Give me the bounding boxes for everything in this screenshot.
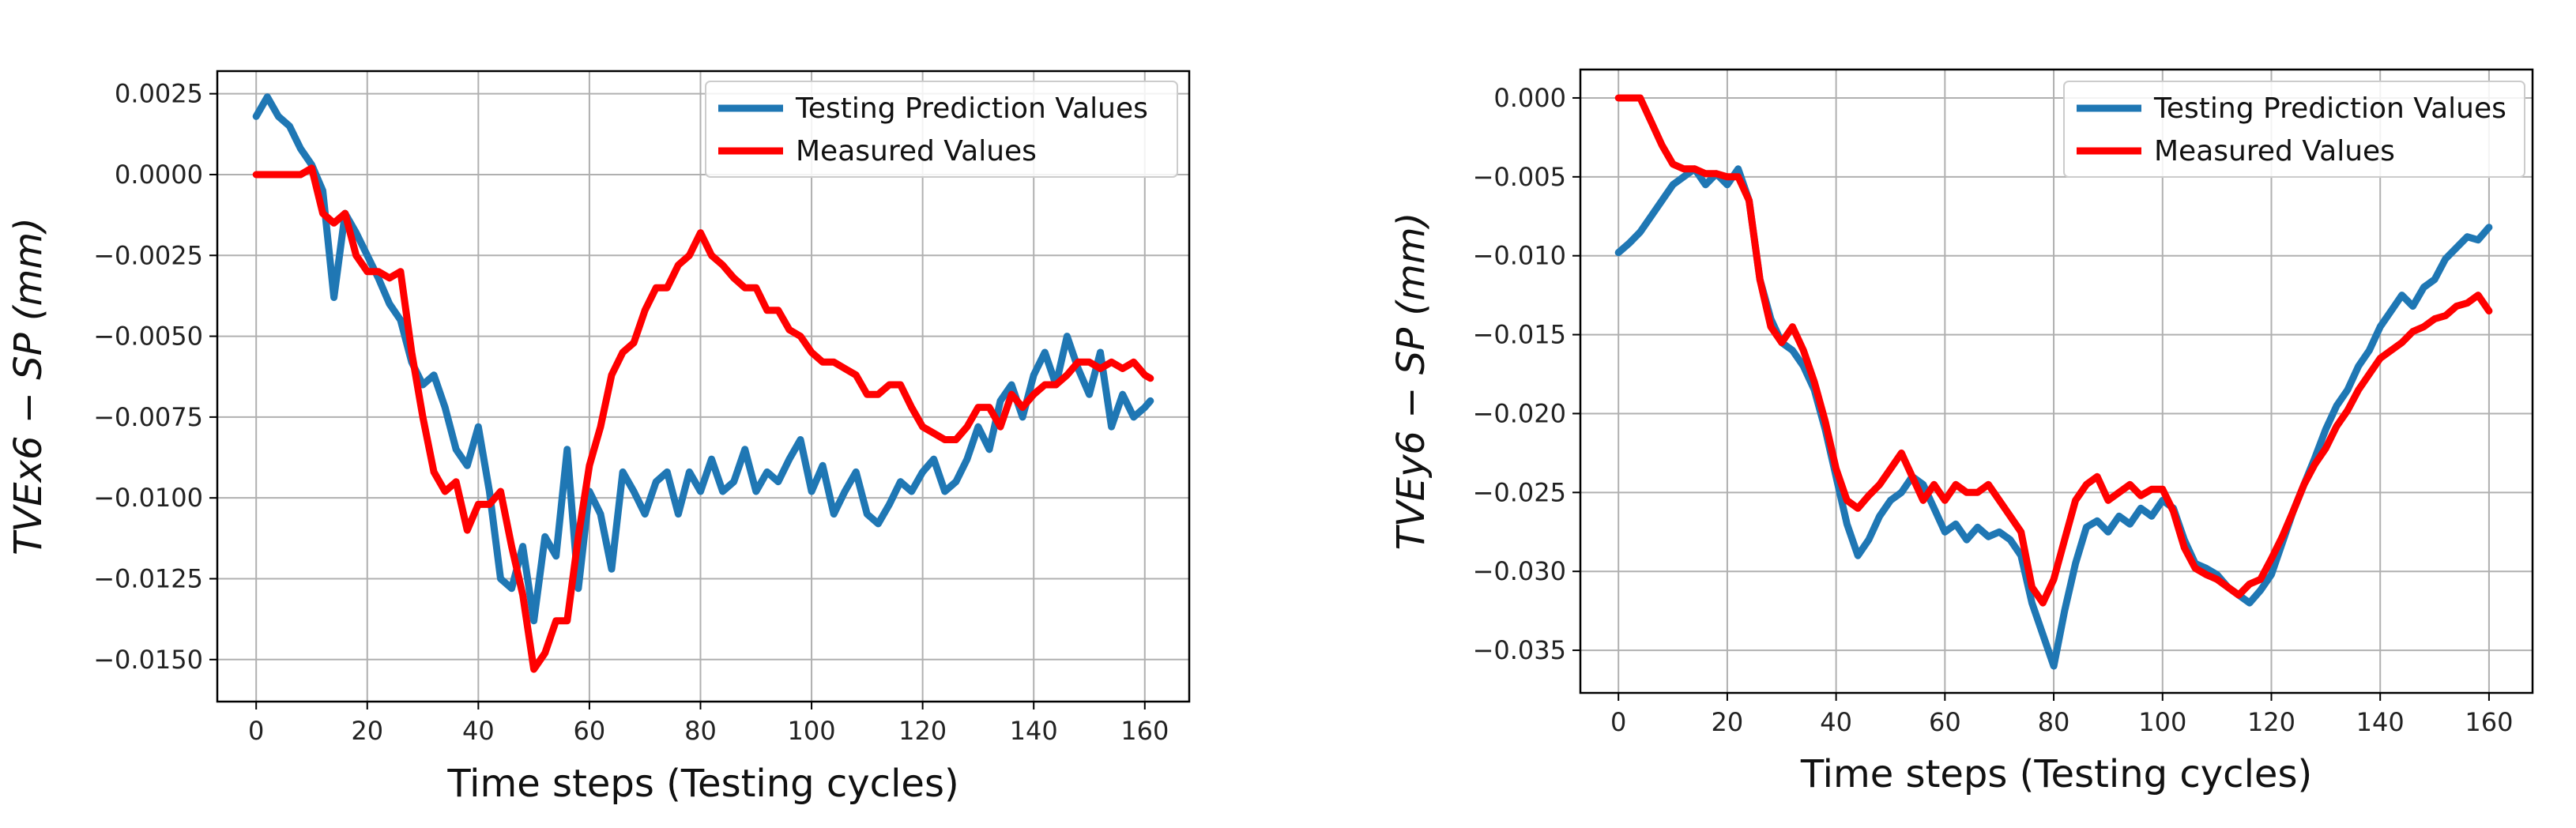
x-tick-label: 20 — [351, 716, 383, 746]
series-line-measured — [252, 164, 1154, 673]
y-tick-label: 0.0000 — [115, 160, 203, 190]
y-axis-label: TVEx6 − SP (mm) — [6, 217, 51, 555]
x-tick-label: 0 — [1610, 707, 1626, 737]
legend-label: Measured Values — [796, 135, 1037, 167]
x-tick-label: 40 — [462, 716, 495, 746]
y-tick-label: 0.0025 — [115, 79, 203, 109]
plot-frame — [216, 70, 1191, 703]
y-tick-label: 0.000 — [1493, 83, 1566, 113]
x-tick-label: 20 — [1712, 707, 1744, 737]
y-tick-label: −0.0075 — [93, 402, 203, 432]
x-tick-label: 120 — [898, 716, 947, 746]
legend-label: Measured Values — [2154, 135, 2395, 167]
y-tick-label: −0.035 — [1473, 635, 1566, 665]
y-tick-label: −0.005 — [1473, 162, 1566, 192]
x-axis-label: Time steps (Testing cycles) — [1800, 752, 2312, 796]
y-tick-label: −0.025 — [1473, 477, 1566, 507]
x-tick-label: 160 — [2465, 707, 2513, 737]
legend-label: Testing Prediction Values — [2153, 92, 2506, 125]
legend-label: Testing Prediction Values — [795, 92, 1148, 125]
y-axis-label: TVEy6 − SP (mm) — [1389, 213, 1433, 551]
series-line-prediction — [252, 93, 1154, 625]
x-tick-label: 140 — [2356, 707, 2405, 737]
y-tick-label: −0.030 — [1473, 556, 1566, 586]
x-tick-label: 120 — [2247, 707, 2295, 737]
y-tick-label: −0.0100 — [93, 483, 203, 513]
series-line-measured — [1614, 94, 2493, 607]
x-tick-label: 140 — [1010, 716, 1058, 746]
y-tick-label: −0.0150 — [93, 645, 203, 675]
legend-box — [705, 81, 1178, 178]
legend: Testing Prediction Values Measured Values — [705, 81, 1178, 178]
right-chart: 0 20 40 60 80 100 120 140 160 0.000 −0.005 −0.010 −0… — [1389, 68, 2534, 796]
x-tick-label: 40 — [1820, 707, 1852, 737]
y-tick-label: −0.010 — [1473, 241, 1566, 271]
x-tick-label: 60 — [1929, 707, 1961, 737]
x-tick-label: 0 — [248, 716, 264, 746]
x-tick-label: 80 — [2038, 707, 2070, 737]
y-tick-label: −0.020 — [1473, 398, 1566, 428]
y-tick-label: −0.0125 — [93, 563, 203, 593]
x-tick-label: 60 — [574, 716, 606, 746]
y-tick-label: −0.0050 — [93, 322, 203, 352]
plot-frame — [1579, 68, 2534, 694]
legend: Testing Prediction Values Measured Values — [2063, 81, 2525, 178]
legend-box — [2063, 81, 2525, 178]
left-chart: 0 20 40 60 80 100 120 140 160 0.0025 0.0000 −0.0025… — [6, 70, 1191, 806]
x-tick-label: 160 — [1120, 716, 1169, 746]
x-axis-label: Time steps (Testing cycles) — [446, 762, 958, 806]
y-tick-label: −0.0025 — [93, 240, 203, 270]
y-tick-label: −0.015 — [1473, 320, 1566, 350]
x-tick-label: 100 — [788, 716, 836, 746]
x-tick-label: 80 — [684, 716, 717, 746]
x-tick-label: 100 — [2138, 707, 2186, 737]
